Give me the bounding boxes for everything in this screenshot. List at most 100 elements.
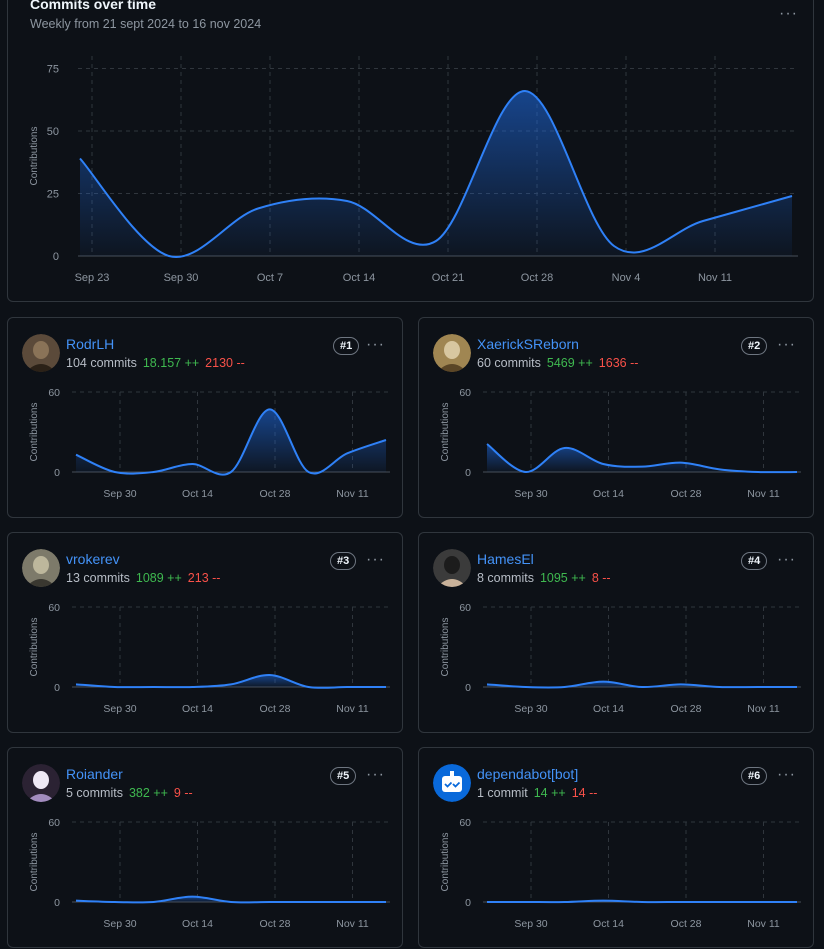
contributor-name-link[interactable]: vrokerev [66, 551, 120, 567]
series-area [80, 90, 792, 257]
x-tick-label: Sep 23 [75, 272, 110, 284]
deletions-count: 9 -- [173, 786, 193, 800]
x-tick-label: Sep 30 [103, 918, 136, 930]
kebab-horizontal-icon[interactable]: ··· [366, 766, 385, 783]
contributor-chart: 0 60 Contributions Sep 30 Oct 14 Oct 28 Nov 11 [440, 817, 801, 930]
user-avatar[interactable] [22, 549, 60, 587]
y-tick-label: 0 [465, 467, 471, 479]
contributor-chart: 0 60 Contributions Sep 30 Oct 14 Oct 28 Nov 11 [440, 387, 801, 500]
commit-count[interactable]: 1 commit [477, 786, 528, 800]
y-tick-label: 0 [54, 467, 60, 479]
contributor-stats: 1 commit 14 ++ 14 -- [477, 786, 597, 800]
contributor-name-link[interactable]: HamesEl [477, 551, 534, 567]
contributor-stats: 5 commits 382 ++ 9 -- [66, 786, 193, 800]
kebab-horizontal-icon[interactable]: ··· [777, 336, 796, 353]
series-line[interactable] [79, 89, 793, 258]
contributor-chart: 0 60 Contributions Sep 30 Oct 14 Oct 28 Nov 11 [29, 387, 390, 500]
y-axis-label: Contributions [29, 618, 40, 677]
kebab-horizontal-icon[interactable]: ··· [779, 5, 798, 22]
bot-avatar[interactable] [433, 764, 471, 802]
contributor-chart: 0 60 Contributions Sep 30 Oct 14 Oct 28 Nov 11 [29, 602, 390, 715]
y-tick-label: 0 [54, 897, 60, 909]
x-tick-label: Oct 28 [671, 918, 702, 930]
y-tick-label: 60 [48, 817, 60, 829]
contributor-stats: 104 commits 18.157 ++ 2130 -- [66, 356, 245, 370]
contributor-card: dependabot[bot] 1 commit 14 ++ 14 -- #6 ··· 0 6… [418, 747, 814, 948]
kebab-horizontal-icon[interactable]: ··· [366, 551, 385, 568]
x-tick-label: Nov 11 [336, 918, 369, 930]
contributor-card: HamesEl 8 commits 1095 ++ 8 -- #4 ··· 0 60 Contr… [418, 532, 814, 733]
main-chart: 0 25 50 75 Contributions Sep 23 Sep 30 Oct 7 Oct… [29, 56, 798, 284]
series-line[interactable] [486, 680, 797, 689]
additions-count: 14 ++ [533, 786, 566, 800]
x-tick-label: Nov 11 [336, 488, 369, 500]
rank-badge: #6 [741, 767, 768, 785]
contributor-name-link[interactable]: dependabot[bot] [477, 766, 579, 782]
deletions-count: 2130 -- [205, 356, 245, 370]
x-tick-label: Nov 11 [747, 488, 780, 500]
contributor-chart: 0 60 Contributions Sep 30 Oct 14 Oct 28 Nov 11 [29, 817, 390, 930]
commit-count[interactable]: 104 commits [66, 356, 137, 370]
rank-badge: #1 [333, 337, 360, 355]
commit-count[interactable]: 8 commits [477, 571, 534, 585]
rank-badge: #2 [741, 337, 768, 355]
x-tick-label: Nov 11 [698, 272, 732, 284]
rank-badge: #3 [330, 552, 357, 570]
series-line[interactable] [486, 443, 798, 474]
y-tick-label: 60 [459, 602, 471, 614]
x-tick-label: Nov 11 [747, 918, 780, 930]
y-tick-label: 0 [54, 682, 60, 694]
x-tick-label: Oct 7 [257, 272, 283, 284]
y-axis-label: Contributions [29, 127, 40, 186]
x-tick-label: Oct 14 [593, 703, 624, 715]
kebab-horizontal-icon[interactable]: ··· [366, 336, 385, 353]
kebab-horizontal-icon[interactable]: ··· [777, 766, 796, 783]
x-tick-label: Sep 30 [103, 703, 136, 715]
user-avatar[interactable] [433, 549, 471, 587]
commit-count[interactable]: 60 commits [477, 356, 541, 370]
deletions-count: 1636 -- [598, 356, 639, 370]
commit-count[interactable]: 13 commits [66, 571, 130, 585]
additions-count: 1095 ++ [539, 571, 586, 585]
contributor-chart: 0 60 Contributions Sep 30 Oct 14 Oct 28 Nov 11 [440, 602, 801, 715]
commits-over-time-panel: Commits over time Weekly from 21 sept 20… [7, 0, 814, 302]
y-tick-label: 60 [48, 387, 60, 399]
rank-badge: #4 [741, 552, 768, 570]
panel-title: Commits over time [30, 0, 157, 12]
series-line[interactable] [75, 408, 387, 476]
user-avatar[interactable] [433, 334, 471, 372]
y-axis-label: Contributions [440, 403, 451, 462]
panel-subtitle: Weekly from 21 sept 2024 to 16 nov 2024 [30, 17, 262, 31]
deletions-count: 8 -- [591, 571, 611, 585]
x-tick-label: Oct 21 [432, 272, 464, 284]
contributor-stats: 8 commits 1095 ++ 8 -- [477, 571, 611, 585]
contributor-stats: 13 commits 1089 ++ 213 -- [66, 571, 220, 585]
contributor-stats: 60 commits 5469 ++ 1636 -- [477, 356, 638, 370]
y-tick-label: 60 [459, 817, 471, 829]
y-axis-label: Contributions [29, 833, 40, 892]
x-tick-label: Oct 14 [182, 918, 213, 930]
contributor-card: vrokerev 13 commits 1089 ++ 213 -- #3 ··· 0 60 C… [7, 532, 403, 733]
commit-count[interactable]: 5 commits [66, 786, 123, 800]
kebab-horizontal-icon[interactable]: ··· [777, 551, 796, 568]
x-tick-label: Oct 28 [260, 488, 291, 500]
series-line[interactable] [486, 899, 797, 904]
y-tick-label: 50 [47, 126, 59, 138]
user-avatar[interactable] [22, 334, 60, 372]
contributor-name-link[interactable]: XaerickSReborn [477, 336, 579, 352]
x-tick-label: Oct 14 [182, 488, 213, 500]
series-area [487, 444, 797, 473]
x-tick-label: Oct 14 [182, 703, 213, 715]
series-line[interactable] [75, 673, 386, 689]
additions-count: 5469 ++ [546, 356, 593, 370]
contributor-name-link[interactable]: RodrLH [66, 336, 115, 352]
y-tick-label: 0 [465, 897, 471, 909]
series-line[interactable] [75, 895, 386, 904]
x-tick-label: Oct 28 [671, 703, 702, 715]
deletions-count: 14 -- [571, 786, 598, 800]
contributor-name-link[interactable]: Roiander [66, 766, 123, 782]
user-avatar[interactable] [22, 764, 60, 802]
contributor-card: XaerickSReborn 60 commits 5469 ++ 1636 -- #2… [418, 317, 814, 518]
deletions-count: 213 -- [187, 571, 221, 585]
x-tick-label: Oct 14 [343, 272, 375, 284]
